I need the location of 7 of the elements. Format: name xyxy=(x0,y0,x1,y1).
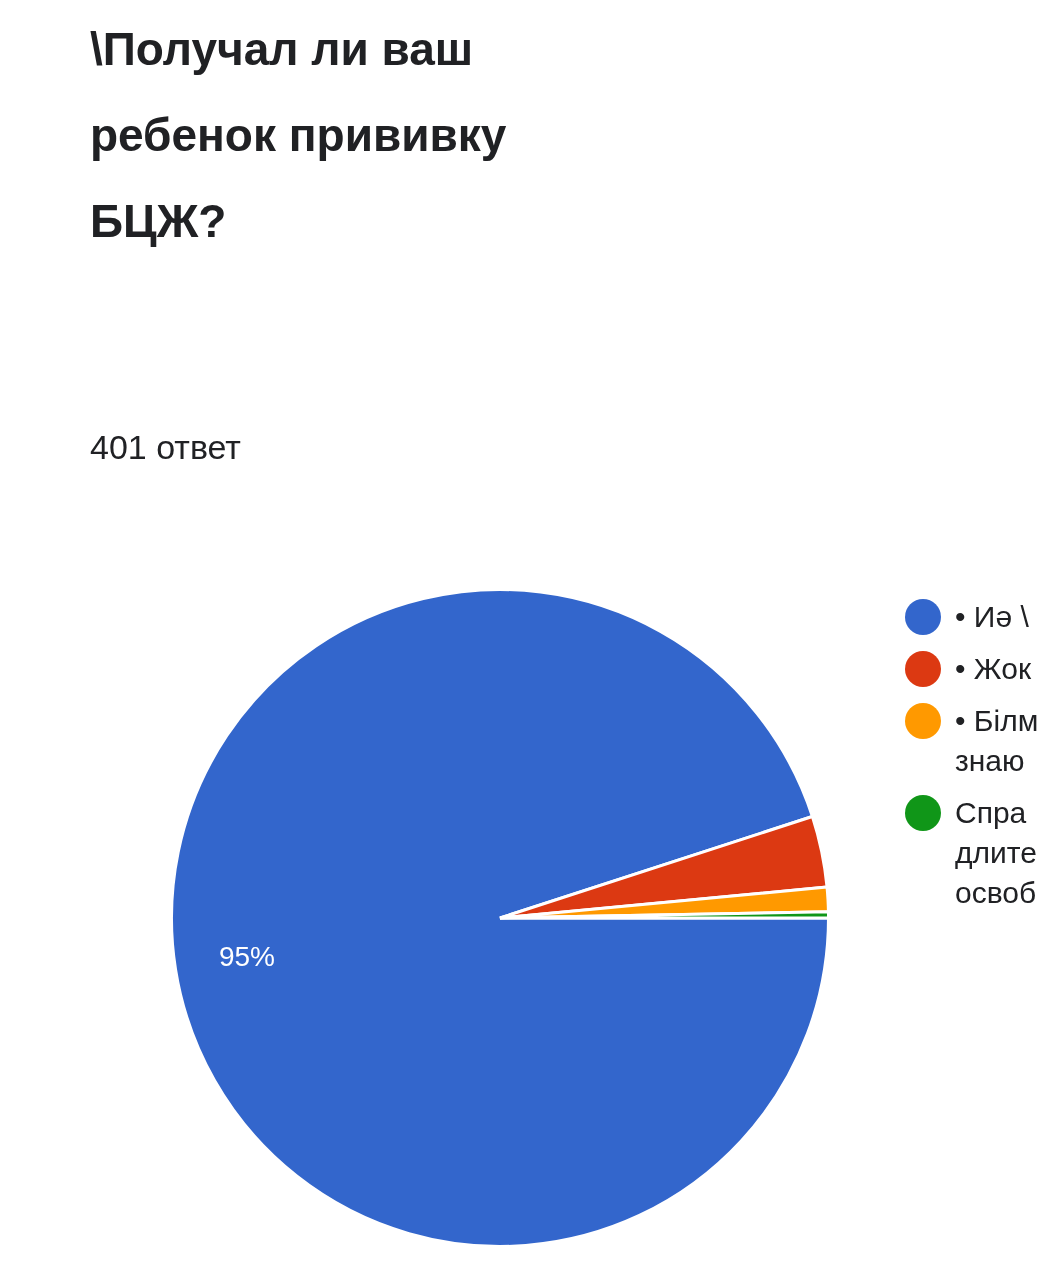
chart-subtitle: 401 ответ xyxy=(90,428,241,467)
legend-label: • Жок xyxy=(955,651,1032,687)
data-label: 95% xyxy=(218,940,275,972)
chart-title: \Получал ли ваш ребенок прививку БЦЖ? xyxy=(90,22,508,249)
legend-label: Спра длите освоб xyxy=(955,795,1037,911)
legend-label: • Білм знаю xyxy=(955,703,1039,779)
legend-label: • Иә \ xyxy=(955,599,1029,635)
